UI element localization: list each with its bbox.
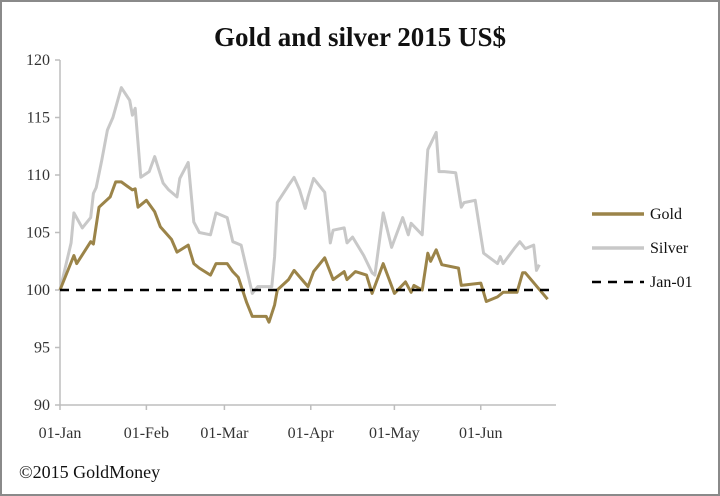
- y-tick-label: 90: [34, 397, 50, 414]
- legend: Gold Silver Jan-01: [592, 206, 693, 291]
- x-tick-label: 01-Mar: [200, 425, 249, 442]
- legend-label: Silver: [650, 240, 689, 257]
- legend-label: Jan-01: [650, 274, 693, 291]
- y-tick-label: 95: [34, 340, 50, 357]
- y-tick-label: 100: [26, 282, 50, 299]
- axes: 90 95 100 105 110 115 120 01-Jan 01-Feb 01-Mar 01-…: [26, 52, 556, 442]
- x-tick-label: 01-Feb: [124, 425, 169, 442]
- x-tick-label: 01-Apr: [288, 425, 335, 442]
- x-tick-label: 01-Jan: [39, 425, 82, 442]
- y-tick-label: 110: [27, 167, 50, 184]
- chart-title: Gold and silver 2015 US$: [214, 22, 506, 52]
- x-tick-label: 01-Jun: [459, 425, 503, 442]
- y-tick-label: 105: [26, 225, 50, 242]
- series-line-gold: [58, 180, 549, 324]
- copyright-footer: ©2015 GoldMoney: [19, 462, 160, 482]
- y-tick-label: 120: [26, 52, 50, 69]
- series-lines: [58, 86, 556, 324]
- legend-label: Gold: [650, 206, 682, 223]
- x-tick-label: 01-May: [369, 425, 420, 442]
- y-tick-label: 115: [27, 110, 50, 127]
- series-line-silver: [58, 86, 541, 295]
